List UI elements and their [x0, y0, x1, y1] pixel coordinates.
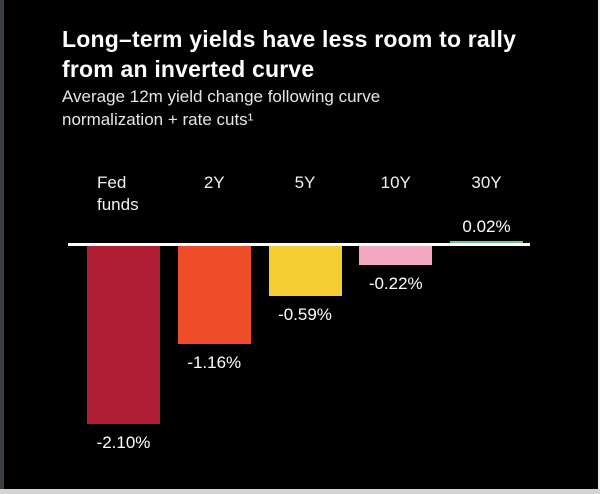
chart-title: Long–term yields have less room to rally…: [62, 24, 516, 84]
chart-subtitle: Average 12m yield change following curve…: [62, 85, 380, 131]
value-label-5y: -0.59%: [278, 305, 332, 324]
chart-subtitle-line-1: Average 12m yield change following curve: [62, 87, 381, 106]
category-label-fed-funds: Fed funds: [97, 173, 139, 214]
value-label-10y: -0.22%: [368, 274, 423, 293]
bar-2y: [177, 246, 251, 344]
chart-title-line-1: Long–term yields have less room to rally: [62, 26, 517, 52]
value-label-30y: 0.02%: [462, 217, 511, 236]
bottom-border-strip: [0, 489, 600, 494]
category-label-2y: 2Y: [203, 173, 225, 192]
value-label-2y: -1.16%: [187, 353, 242, 372]
zero-baseline: [68, 243, 530, 246]
bar-5y: [268, 246, 342, 296]
chart-subtitle-line-2: normalization + rate cuts¹: [62, 110, 254, 129]
bar-30y: [450, 241, 523, 243]
chart-title-line-2: from an inverted curve: [62, 56, 315, 82]
left-border-strip: [0, 0, 4, 494]
category-label-30y: 30Y: [471, 173, 502, 192]
bar-chart: Fed funds -2.10% 2Y -1.16% 5Y -0.59% 10Y -0.22%…: [68, 160, 530, 480]
value-label-fed-funds: -2.10%: [96, 433, 151, 452]
bar-fed-funds: [87, 246, 160, 424]
right-border-strip: [598, 0, 600, 494]
category-label-10y: 10Y: [380, 173, 411, 192]
bar-10y: [359, 246, 433, 265]
category-label-5y: 5Y: [294, 173, 316, 192]
